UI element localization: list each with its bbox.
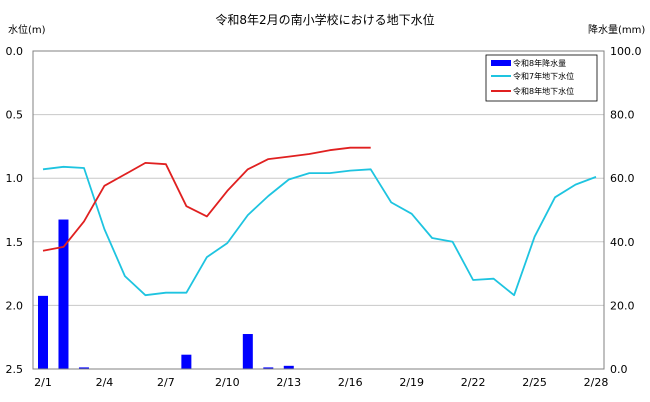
y-right-tick-4: 80.0 [610,109,635,122]
x-tick-2-13: 2/13 [276,376,301,389]
series-line-r8 [42,146,371,252]
y-right-tick-0: 0.0 [610,363,628,376]
x-tick-2-25: 2/25 [522,376,547,389]
x-tick-2-16: 2/16 [338,376,363,389]
y-left-tick-0: 0.0 [6,45,24,58]
y-left-tick-2: 1.0 [6,172,24,185]
series-line-r7 [42,165,597,297]
precip-bar-day-1 [38,295,48,369]
y-left-tick-1: 0.5 [6,109,24,122]
y-right-tick-labels: 0.0 20.0 40.0 60.0 80.0 100.0 [610,45,642,376]
legend-swatch-bars [491,60,511,66]
x-tick-2-7: 2/7 [157,376,175,389]
x-tick-2-22: 2/22 [461,376,486,389]
x-tick-labels: 2/1 2/4 2/7 2/10 2/13 2/16 2/19 2/22 2/25 2/28 [34,376,608,389]
x-tick-2-28: 2/28 [584,376,609,389]
precipitation-bars [38,219,294,369]
legend-label-r7: 令和7年地下水位 [513,71,574,81]
precip-bar-day-3 [78,367,89,369]
chart-title: 令和8年2月の南小学校における地下水位 [215,12,434,27]
precip-bar-day-2 [58,219,69,369]
precip-bar-day-13 [283,365,294,369]
legend: 令和8年降水量 令和7年地下水位 令和8年地下水位 [485,54,598,102]
precip-bar-day-12 [263,367,274,369]
x-tick-2-10: 2/10 [215,376,240,389]
y-left-tick-5: 2.5 [6,363,24,376]
y-left-tick-labels: 0.0 0.5 1.0 1.5 2.0 2.5 [6,45,24,376]
x-tick-2-1: 2/1 [34,376,52,389]
precip-bar-day-8 [181,354,192,369]
y-left-axis-label: 水位(m) [8,23,46,36]
y-right-tick-1: 20.0 [610,299,635,312]
y-right-tick-2: 40.0 [610,236,635,249]
plot-frame [32,50,605,370]
y-right-tick-5: 100.0 [610,45,642,58]
y-right-axis-label: 降水量(mm) [588,23,645,36]
y-right-tick-3: 60.0 [610,172,635,185]
x-tick-2-4: 2/4 [96,376,114,389]
y-left-tick-3: 1.5 [6,236,24,249]
legend-label-bars: 令和8年降水量 [513,58,566,68]
precip-bar-day-11 [242,334,253,369]
x-tick-2-19: 2/19 [399,376,424,389]
water-level-lines [42,146,597,297]
legend-label-r8: 令和8年地下水位 [513,86,574,96]
y-left-tick-4: 2.0 [6,299,24,312]
gridlines [33,114,604,306]
